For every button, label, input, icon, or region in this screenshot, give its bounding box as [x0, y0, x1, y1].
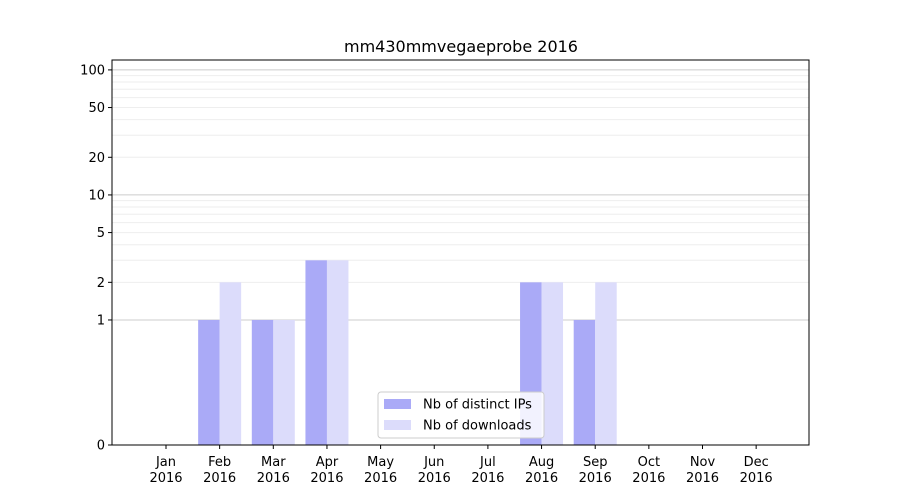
x-tick-label: Feb 2016	[203, 455, 236, 486]
y-tick-label: 50	[88, 101, 105, 116]
legend-label: Nb of distinct IPs	[423, 398, 532, 413]
bar	[273, 319, 295, 445]
y-tick-label: 5	[97, 226, 105, 241]
plot-frame	[111, 59, 810, 446]
y-tick-label: 100	[80, 63, 105, 78]
x-tick-label: Oct 2016	[632, 455, 665, 486]
bars-layer	[198, 260, 617, 445]
y-tick-label: 10	[88, 188, 105, 203]
legend-label: Nb of downloads	[423, 419, 532, 434]
y-axis: 0 1 2 5 10 20 50 100	[80, 63, 112, 454]
x-tick-label: Jun 2016	[418, 455, 451, 486]
bar	[305, 260, 327, 445]
chart-title: mm430mmvegaeprobe 2016	[344, 37, 578, 56]
x-tick-label: Apr 2016	[310, 455, 343, 486]
x-tick-label: Dec 2016	[740, 455, 773, 486]
x-tick-label: Nov 2016	[686, 455, 719, 486]
legend-swatch	[384, 420, 411, 430]
bar	[595, 282, 617, 445]
y-tick-label: 1	[97, 313, 105, 328]
x-tick-label: Sep 2016	[579, 455, 612, 486]
x-tick-label: Jul 2016	[471, 455, 504, 486]
legend: Nb of distinct IPs Nb of downloads	[377, 391, 545, 439]
x-tick-label: Jan 2016	[149, 455, 182, 486]
legend-box	[377, 391, 545, 439]
y-tick-label: 2	[97, 276, 105, 291]
y-tick-label: 20	[88, 151, 105, 166]
x-tick-label: Aug 2016	[525, 455, 558, 486]
grid-layer	[112, 69, 809, 321]
legend-swatch	[384, 399, 411, 409]
bar	[573, 319, 596, 445]
x-axis: Jan 2016 Feb 2016 Mar 2016 Apr 2016 May 2016 Jun 20…	[149, 445, 773, 486]
bar	[219, 282, 242, 445]
bar	[198, 319, 220, 445]
bar	[326, 260, 349, 445]
x-tick-label: Mar 2016	[257, 455, 290, 486]
bar	[541, 282, 564, 445]
bar	[251, 319, 274, 445]
y-tick-label: 0	[97, 439, 105, 454]
x-tick-label: May 2016	[364, 455, 397, 486]
